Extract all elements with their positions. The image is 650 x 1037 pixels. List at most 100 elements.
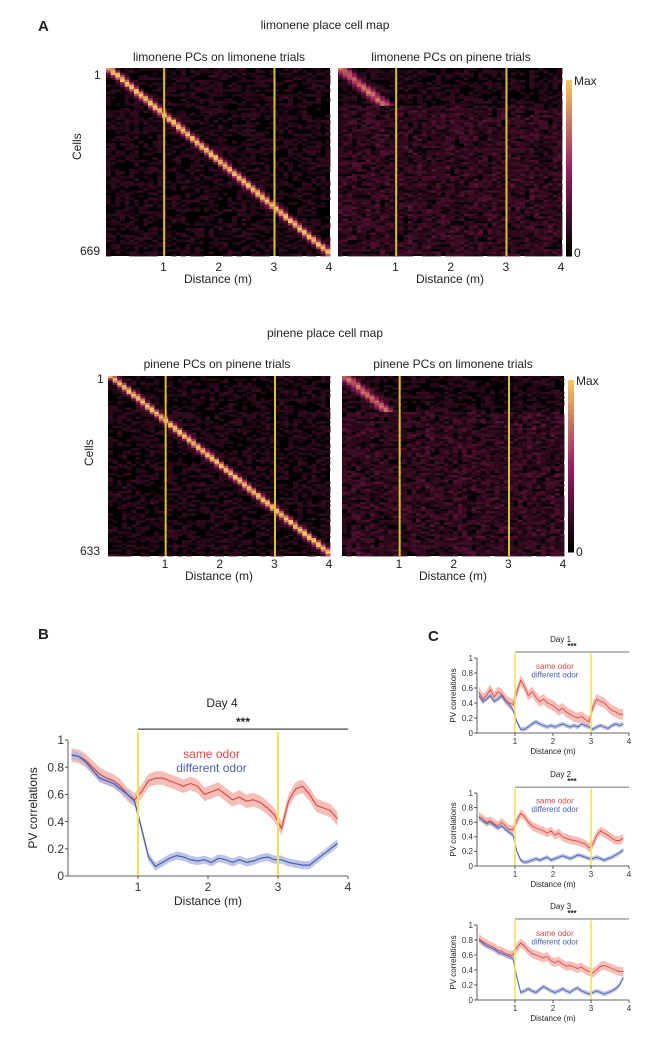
x-tick-label: 3 <box>589 1004 594 1013</box>
legend-label: different odor <box>531 670 578 679</box>
panel-letter-c: C <box>428 628 439 645</box>
legend-label: different odor <box>531 937 578 946</box>
chart-title: Day 4 <box>206 696 238 710</box>
panel-letter-b: B <box>38 626 49 643</box>
series-line <box>71 754 338 831</box>
x-tick-label: 4 <box>345 880 352 894</box>
x-tick-label: 3 <box>589 737 594 746</box>
series-line <box>478 694 624 730</box>
y-tick-label: 0 <box>469 996 474 1005</box>
series-line <box>478 679 624 723</box>
series-band <box>478 934 624 978</box>
heatmap-xlabel: Distance (m) <box>183 272 252 286</box>
x-axis-label: Distance (m) <box>530 1014 576 1023</box>
significance-label: *** <box>567 777 577 786</box>
heatmap-x-tick-label: 4 <box>557 260 565 274</box>
chart-title: Day 2 <box>550 770 571 779</box>
legend-label: same odor <box>536 797 574 806</box>
y-tick-label: 0.6 <box>462 818 474 827</box>
heatmap-x-tick-label: 4 <box>325 557 333 571</box>
x-axis-label: Distance (m) <box>530 747 576 756</box>
y-tick-label: 0.8 <box>462 936 474 945</box>
heatmap-xlabel: Distance (m) <box>418 569 487 583</box>
y-tick-label: 0.6 <box>462 684 474 693</box>
y-tick-label: 0.2 <box>462 981 474 990</box>
x-tick-label: 1 <box>513 1004 518 1013</box>
y-tick-label: 0.6 <box>462 951 474 960</box>
heatmap-plot <box>338 68 563 257</box>
heatmap-x-tick-label: 4 <box>559 557 567 571</box>
heatmap-x-tick-label: 1 <box>161 557 169 571</box>
x-axis-label: Distance (m) <box>174 894 242 908</box>
heatmap-x-tick-label: 3 <box>270 260 278 274</box>
y-tick-label: 0.8 <box>462 803 474 812</box>
series-line <box>478 938 624 974</box>
y-tick-label: 0.8 <box>462 669 474 678</box>
series-line <box>71 754 338 868</box>
legend-label: different odor <box>176 761 247 775</box>
heatmap-y-top-label: 1 <box>94 68 101 82</box>
map-title: pinene place cell map <box>266 326 384 340</box>
y-tick-label: 1 <box>469 789 474 798</box>
x-tick-label: 1 <box>513 870 518 879</box>
y-tick-label: 0.6 <box>47 788 64 802</box>
legend-label: different odor <box>531 805 578 814</box>
y-tick-label: 0.8 <box>47 760 64 774</box>
chart-title: Day 3 <box>550 902 571 911</box>
x-tick-label: 4 <box>627 1004 632 1013</box>
y-tick-label: 0.4 <box>462 833 474 842</box>
heatmap-x-tick-label: 2 <box>450 557 458 571</box>
x-tick-label: 2 <box>551 870 556 879</box>
heatmap-x-tick-label: 2 <box>447 260 454 274</box>
series-line <box>478 812 624 849</box>
colorbar-min-label: 0 <box>574 246 581 260</box>
y-tick-label: 0.2 <box>47 842 64 856</box>
x-tick-label: 2 <box>205 880 212 894</box>
heatmap-x-tick-label: 1 <box>395 557 403 571</box>
x-axis-label: Distance (m) <box>530 880 576 889</box>
heatmap-x-ticks: 1 2 3 4 <box>342 557 567 573</box>
x-tick-label: 4 <box>627 870 632 879</box>
heatmap-x-tick-label: 2 <box>215 260 222 274</box>
x-tick-label: 4 <box>627 737 632 746</box>
heatmap-plot <box>342 376 565 557</box>
heatmap-y-bottom-label: 669 <box>80 244 101 258</box>
heatmap-xlabel: Distance (m) <box>415 272 484 286</box>
y-tick-label: 1 <box>469 921 474 930</box>
significance-label: *** <box>567 909 577 918</box>
significance-label: *** <box>567 642 577 651</box>
legend-label: same odor <box>536 929 574 938</box>
colorbar-max-label: Max <box>574 74 597 88</box>
y-tick-label: 0 <box>469 729 474 738</box>
y-axis-label: PV correlations <box>449 802 458 856</box>
heatmap-x-tick-label: 3 <box>271 557 278 571</box>
series-line <box>478 817 624 863</box>
series-line <box>478 939 624 995</box>
x-tick-label: 1 <box>135 880 142 894</box>
map-title: limonene place cell map <box>260 18 390 32</box>
y-tick-label: 0.4 <box>47 815 64 829</box>
heatmap-title: limonene PCs on limonene trials <box>132 50 306 64</box>
heatmap-title: pinene PCs on limonene trials <box>373 357 533 371</box>
colorbar-min-label: 0 <box>576 545 583 559</box>
series-band <box>478 675 624 727</box>
y-tick-label: 0 <box>57 869 64 883</box>
y-axis-label: PV correlations <box>26 767 40 848</box>
panel-letter-a: A <box>38 18 49 35</box>
chart-title: Day 1 <box>550 635 571 644</box>
heatmap-plot <box>108 376 331 557</box>
y-axis-label: PV correlations <box>449 935 458 989</box>
heatmap-title: pinene PCs on pinene trials <box>143 357 291 371</box>
heatmap-title: limonene PCs on pinene trials <box>371 50 531 64</box>
x-tick-label: 1 <box>513 737 518 746</box>
heatmap-x-tick-label: 4 <box>325 260 333 274</box>
heatmap-x-ticks: 1 2 3 4 <box>108 557 333 573</box>
y-tick-label: 0.2 <box>462 714 474 723</box>
